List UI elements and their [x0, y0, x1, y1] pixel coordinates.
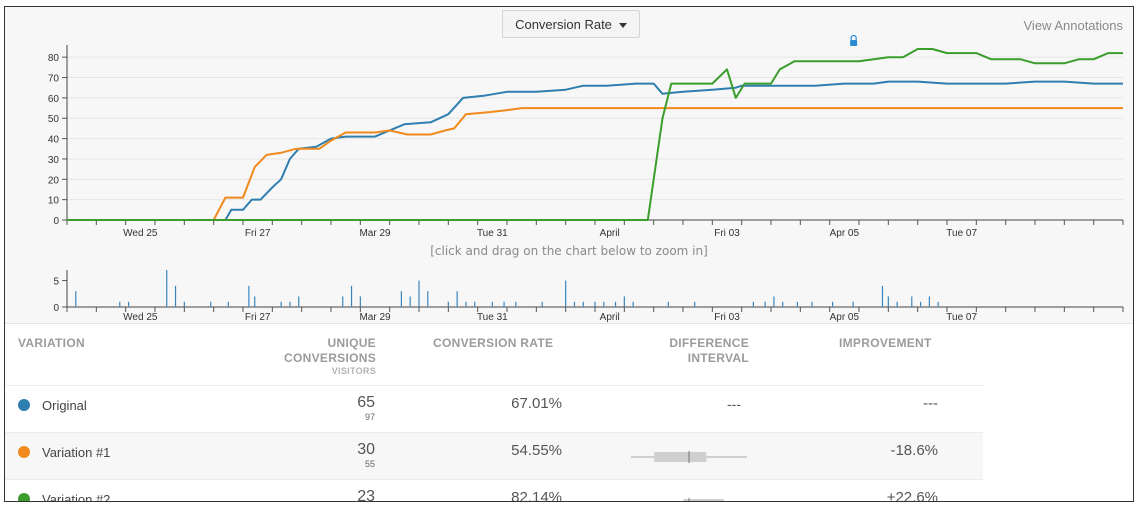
difference-interval-bar — [683, 498, 724, 501]
nav-x-tick-label: Wed 25 — [123, 312, 158, 322]
header-difference-line2: INTERVAL — [687, 351, 749, 365]
x-tick-label: Tue 31 — [477, 228, 508, 239]
navigator-chart[interactable]: 0 5 Wed 25 Fri 27 Mar 29 Tue 31 April Fri 03 Apr… — [5, 262, 1133, 322]
y-tick-label: 50 — [48, 114, 60, 125]
header-variation: VARIATION — [18, 336, 85, 350]
series-color-dot — [18, 493, 30, 501]
header-unique-conversions: UNIQUE CONVERSIONS VISITORS — [284, 336, 376, 376]
conversion-rate: 54.55% — [511, 442, 562, 459]
view-annotations-link[interactable]: View Annotations — [1023, 18, 1124, 33]
series-color-dot — [18, 446, 30, 458]
main-conversion-chart[interactable]: 0 10 20 30 40 50 60 70 80 Wed 25 Fri 27 Mar 29 Tue 3… — [5, 7, 1133, 242]
experiment-results-panel: Conversion Rate View Annotations 0 10 20 30… — [4, 6, 1134, 502]
series-color-dot — [18, 399, 30, 411]
difference-interval: --- — [727, 396, 741, 412]
variation-name: Variation #2 — [42, 492, 111, 502]
series-line-variation-2 — [67, 48, 1123, 221]
header-difference-interval: DIFFERENCE INTERVAL — [669, 336, 749, 366]
y-tick-label: 30 — [48, 155, 60, 166]
nav-x-tick-label: Fri 03 — [714, 312, 740, 322]
nav-x-tick-label: Tue 07 — [946, 312, 977, 322]
y-tick-label: 70 — [48, 74, 60, 85]
series-line-original — [67, 80, 1123, 221]
y-tick-label: 20 — [48, 175, 60, 186]
x-tick-label: Tue 07 — [946, 228, 977, 239]
x-tick-label: Wed 25 — [123, 228, 158, 239]
improvement: -18.6% — [890, 442, 938, 459]
x-tick-label: April — [600, 228, 620, 239]
visitors-count: 97 — [364, 412, 375, 422]
y-tick-label: 80 — [48, 53, 60, 64]
variation-name: Original — [42, 398, 87, 413]
header-unique-line2: CONVERSIONS — [284, 351, 376, 365]
table-row-original: Original 65 97 67.01% --- --- — [5, 385, 983, 432]
nav-x-tick-label: April — [600, 312, 620, 322]
zoom-hint: [click and drag on the chart below to zo… — [430, 244, 708, 258]
difference-interval-bar — [631, 451, 747, 463]
nav-y-tick-label: 5 — [53, 277, 59, 288]
results-table: VARIATION UNIQUE CONVERSIONS VISITORS CO… — [5, 323, 1133, 502]
x-tick-label: Apr 05 — [830, 228, 860, 239]
unique-conversions: 65 — [357, 394, 375, 411]
header-unique-line1: UNIQUE — [327, 336, 376, 350]
nav-x-tick-label: Fri 27 — [245, 312, 271, 322]
x-tick-label: Mar 29 — [359, 228, 391, 239]
nav-x-tick-label: Apr 05 — [830, 312, 860, 322]
variation-name: Variation #1 — [42, 445, 111, 460]
metric-dropdown[interactable]: Conversion Rate — [502, 10, 640, 38]
table-row-variation-2: Variation #2 23 28 82.14% +22.6% — [5, 479, 983, 502]
nav-y-tick-label: 0 — [53, 303, 59, 314]
series-line-variation-1 — [67, 107, 1123, 221]
y-tick-label: 40 — [48, 135, 60, 146]
interval-range-box — [683, 499, 724, 501]
nav-x-tick-label: Mar 29 — [359, 312, 391, 322]
chart-area: Conversion Rate View Annotations 0 10 20 30… — [5, 7, 1133, 323]
header-difference-line1: DIFFERENCE — [669, 336, 749, 350]
unique-conversions: 23 — [357, 488, 375, 502]
y-tick-label: 60 — [48, 94, 60, 105]
chevron-down-icon — [618, 23, 627, 29]
conversion-rate: 67.01% — [511, 395, 562, 412]
annotation-marker-icon — [850, 34, 858, 46]
header-visitors: VISITORS — [331, 366, 376, 376]
x-tick-label: Fri 03 — [714, 228, 740, 239]
header-improvement: IMPROVEMENT — [839, 336, 932, 350]
interval-range-box — [654, 452, 707, 462]
y-tick-label: 0 — [53, 216, 59, 227]
metric-dropdown-label: Conversion Rate — [515, 17, 612, 32]
nav-x-tick-label: Tue 31 — [477, 312, 508, 322]
improvement: +22.6% — [886, 489, 938, 502]
conversion-rate: 82.14% — [511, 489, 562, 502]
improvement: --- — [923, 395, 938, 412]
header-conversion-rate: CONVERSION RATE — [433, 336, 554, 350]
unique-conversions: 30 — [357, 441, 375, 458]
visitors-count: 55 — [364, 459, 375, 469]
y-tick-label: 10 — [48, 196, 60, 207]
x-tick-label: Fri 27 — [245, 228, 271, 239]
table-row-variation-1: Variation #1 30 55 54.55% -18.6% — [5, 432, 983, 479]
